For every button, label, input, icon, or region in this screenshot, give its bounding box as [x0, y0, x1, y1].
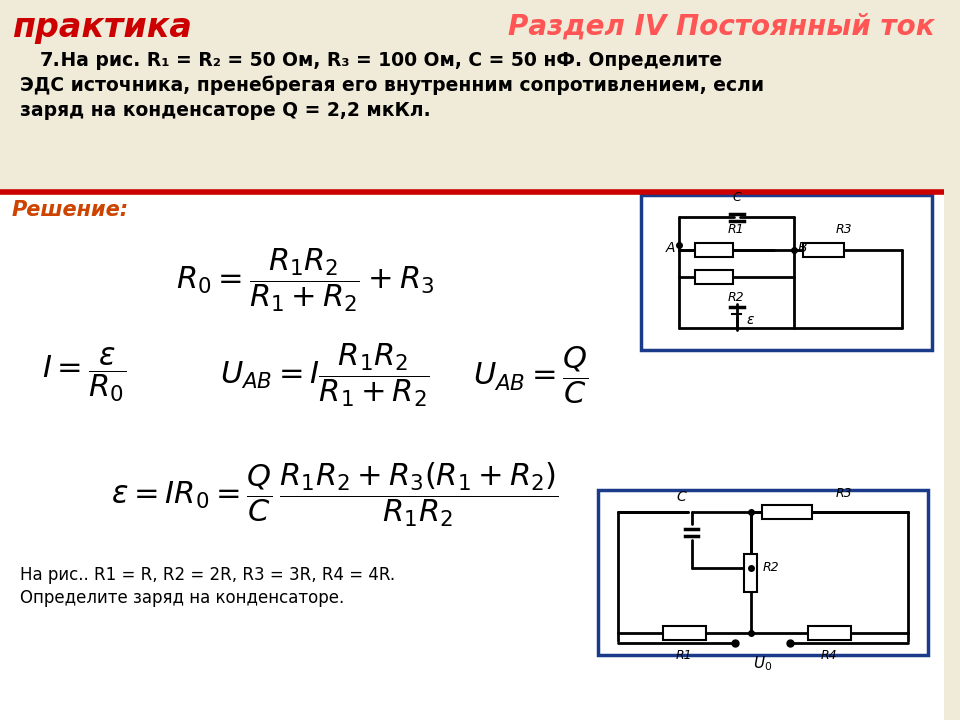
- Bar: [0, 50, 945, 190]
- Text: $U_{AB} = I \dfrac{R_1 R_2}{R_1 + R_2}$: $U_{AB} = I \dfrac{R_1 R_2}{R_1 + R_2}$: [220, 341, 429, 409]
- Text: R4: R4: [821, 649, 837, 662]
- Text: Раздел IV Постоянный ток: Раздел IV Постоянный ток: [508, 13, 934, 41]
- Text: На рис. R₁ = R₂ = 50 Ом, R₃ = 100 Ом, C = 50 нФ. Определите: На рис. R₁ = R₂ = 50 Ом, R₃ = 100 Ом, C …: [54, 50, 722, 70]
- Text: $I = \dfrac{\varepsilon}{R_0}$: $I = \dfrac{\varepsilon}{R_0}$: [41, 346, 126, 405]
- Bar: [762, 505, 811, 519]
- Bar: [695, 243, 732, 257]
- Bar: [695, 270, 732, 284]
- Text: заряд на конденсаторе Q = 2,2 мкКл.: заряд на конденсаторе Q = 2,2 мкКл.: [19, 101, 430, 120]
- Text: ε: ε: [747, 313, 755, 327]
- Bar: [0, 195, 945, 720]
- Text: $\varepsilon = IR_0 = \dfrac{Q}{C}\,\dfrac{R_1 R_2 + R_3\left(R_1 + R_2\right)}{: $\varepsilon = IR_0 = \dfrac{Q}{C}\,\dfr…: [110, 461, 559, 529]
- Text: Решение:: Решение:: [12, 200, 129, 220]
- Text: 7.: 7.: [39, 50, 60, 70]
- Bar: [744, 554, 757, 592]
- Text: ЭДС источника, пренебрегая его внутренним сопротивлением, если: ЭДС источника, пренебрегая его внутренни…: [19, 75, 764, 95]
- Text: R3: R3: [836, 223, 852, 236]
- Bar: [807, 626, 851, 640]
- Text: Определите заряд на конденсаторе.: Определите заряд на конденсаторе.: [19, 589, 344, 607]
- Text: C: C: [732, 191, 741, 204]
- Text: практика: практика: [12, 11, 192, 43]
- Text: R2: R2: [728, 291, 745, 304]
- Text: $U_0$: $U_0$: [754, 654, 773, 672]
- Text: На рис.. R1 = R, R2 = 2R, R3 = 3R, R4 = 4R.: На рис.. R1 = R, R2 = 2R, R3 = 3R, R4 = …: [19, 566, 395, 584]
- Text: R3: R3: [836, 487, 852, 500]
- Bar: [662, 626, 706, 640]
- Text: $R_0 = \dfrac{R_1 R_2}{R_1 + R_2} + R_3$: $R_0 = \dfrac{R_1 R_2}{R_1 + R_2} + R_3$: [176, 246, 434, 314]
- Text: A: A: [665, 241, 675, 255]
- Text: $U_{AB} = \dfrac{Q}{C}$: $U_{AB} = \dfrac{Q}{C}$: [473, 344, 589, 406]
- Text: R1: R1: [676, 649, 692, 662]
- Text: B: B: [798, 241, 807, 255]
- Text: R2: R2: [762, 561, 779, 574]
- Bar: [641, 195, 931, 350]
- Bar: [0, 0, 945, 50]
- Bar: [598, 490, 927, 655]
- Text: C: C: [677, 490, 686, 504]
- Text: R1: R1: [728, 223, 745, 236]
- Bar: [803, 243, 844, 257]
